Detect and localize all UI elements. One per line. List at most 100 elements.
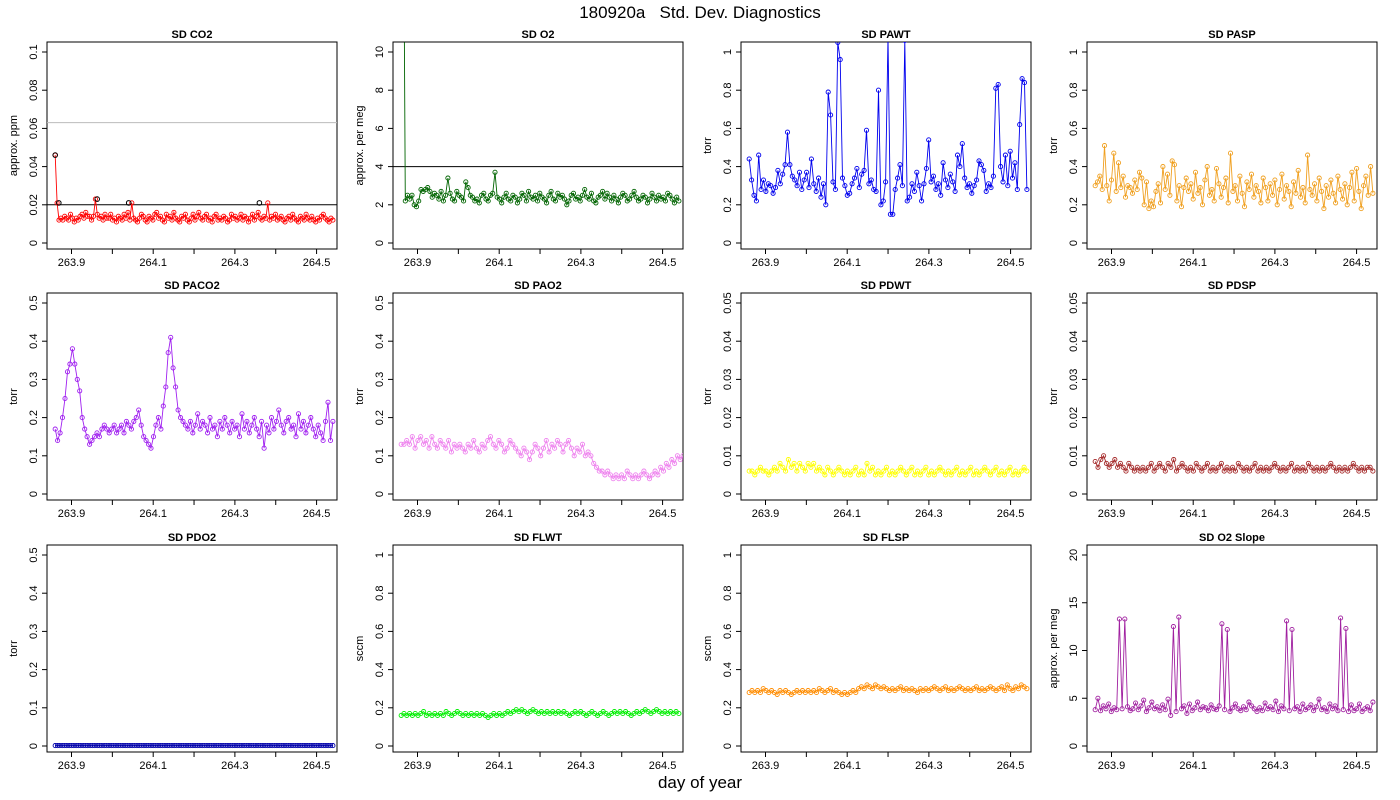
data-point [166, 743, 173, 749]
data-point [605, 468, 611, 474]
panel-4: SD PACO2 torr 263.9 264.1 264.3 264.5 0 0.1 0.2 0… [8, 280, 338, 520]
data-point [496, 196, 503, 202]
data-point [760, 468, 766, 474]
data-point [959, 468, 965, 474]
data-point [912, 472, 918, 478]
data-point [1200, 704, 1206, 710]
data-point [833, 468, 839, 474]
data-point [401, 441, 407, 447]
data-point [138, 422, 144, 428]
data-point [535, 198, 541, 204]
x-tick-label: 263.9 [404, 508, 432, 520]
data-point [1347, 185, 1353, 191]
y-axis-label: torr [702, 137, 714, 154]
data-point [1284, 183, 1290, 189]
data-point [1143, 709, 1149, 715]
data-point [1364, 704, 1371, 710]
data-point [447, 190, 453, 196]
data-point [416, 198, 422, 204]
data-point [1342, 181, 1348, 187]
panel-9: SD FLWT sccm 263.9 264.1 264.3 264.5 0 0.2 0.4 0.… [354, 532, 684, 772]
data-point [286, 415, 292, 421]
data-point [813, 468, 820, 474]
data-point [942, 177, 949, 183]
data-point [746, 156, 752, 162]
series-line [748, 684, 1028, 696]
data-point [830, 472, 836, 478]
data-point [789, 173, 795, 179]
data-point [619, 472, 625, 478]
data-point [1115, 464, 1121, 470]
data-point [959, 141, 965, 147]
y-tick-label: 0 [722, 491, 734, 497]
data-point [71, 743, 77, 749]
data-point [769, 468, 775, 474]
y-tick-label: 0.06 [28, 118, 40, 139]
data-point [597, 192, 603, 198]
data-point [102, 211, 108, 217]
data-point [971, 472, 977, 478]
data-point [1095, 695, 1101, 701]
y-tick-label: 0.6 [722, 121, 734, 136]
data-point [563, 441, 569, 447]
panel-3: SD PASP torr 263.9 264.1 264.3 264.5 0 0.2 0.4 0.… [1048, 29, 1378, 269]
data-point [856, 185, 862, 191]
data-point [1188, 464, 1194, 470]
data-point [218, 743, 224, 749]
data-point [604, 190, 610, 196]
data-point [170, 365, 176, 371]
data-point [1141, 202, 1147, 208]
data-point [1234, 198, 1241, 204]
data-point [180, 743, 187, 749]
data-point [919, 198, 925, 204]
data-point [1356, 188, 1362, 194]
data-point [290, 211, 296, 217]
data-point [1127, 185, 1133, 191]
data-point [1303, 468, 1309, 474]
data-point [1354, 706, 1360, 712]
data-point [1275, 709, 1282, 715]
data-point [666, 464, 672, 470]
data-point [1024, 686, 1030, 692]
data-point [1272, 177, 1278, 183]
data-point [434, 445, 440, 451]
data-point [1112, 457, 1118, 463]
y-tick-label: 10 [1068, 644, 1080, 656]
data-point [1248, 171, 1255, 177]
data-point [600, 188, 606, 194]
data-point [995, 81, 1001, 88]
data-point [57, 743, 63, 749]
data-point [1321, 705, 1327, 711]
data-point [883, 179, 889, 185]
data-point [993, 464, 999, 470]
data-point [510, 441, 516, 447]
data-point [223, 215, 229, 221]
data-point [1160, 702, 1166, 708]
data-point [1206, 192, 1213, 198]
data-point [150, 743, 156, 749]
data-point [1305, 460, 1311, 466]
data-point [1286, 708, 1292, 714]
data-point [291, 422, 297, 428]
data-point [1232, 183, 1238, 189]
data-point [487, 434, 494, 440]
y-tick-label: 1 [1068, 49, 1080, 55]
data-point [266, 430, 272, 436]
data-point [131, 418, 137, 424]
plot-frame [1086, 41, 1378, 250]
data-point [1210, 464, 1216, 470]
x-tick-label: 264.5 [997, 760, 1025, 772]
data-point [579, 192, 586, 198]
data-point [94, 211, 100, 217]
data-point [676, 710, 682, 717]
data-point [1244, 464, 1250, 470]
data-point [1340, 707, 1346, 713]
data-point [288, 426, 294, 432]
data-point [1213, 165, 1220, 172]
data-point [1332, 703, 1338, 709]
data-point [1092, 458, 1098, 465]
data-point [1130, 706, 1136, 712]
data-point [777, 460, 783, 466]
flagged-point [94, 196, 100, 202]
data-point [909, 464, 915, 470]
